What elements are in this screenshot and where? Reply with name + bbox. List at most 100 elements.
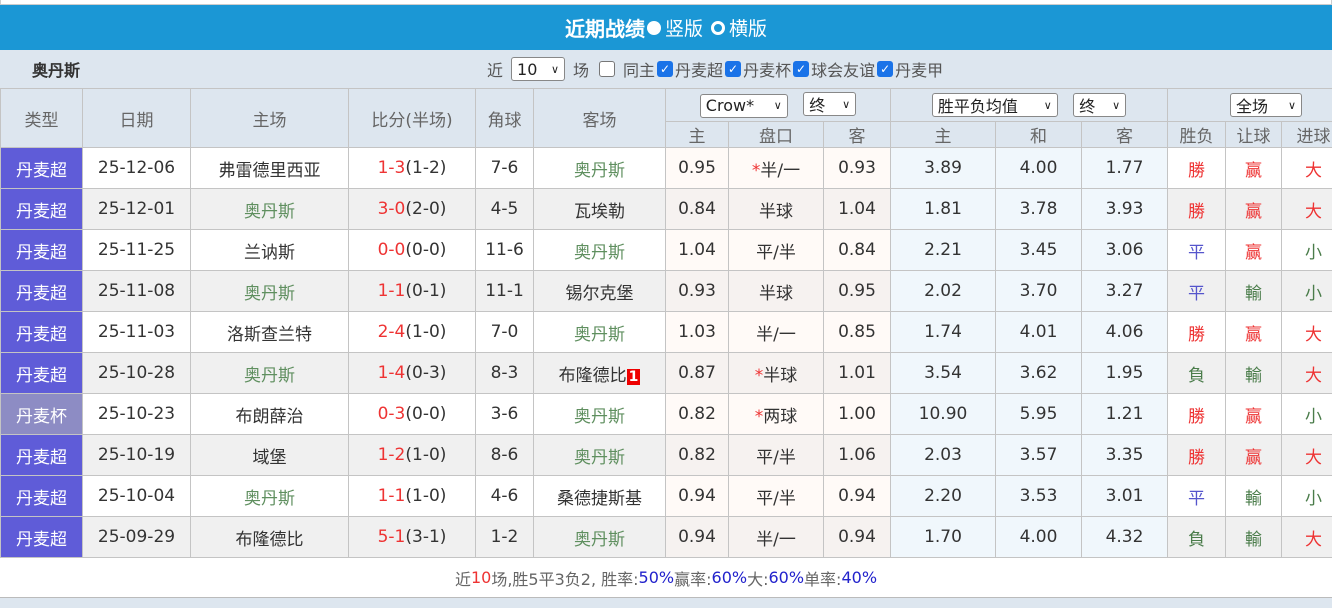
home-team[interactable]: 域堡 (191, 435, 349, 476)
match-score[interactable]: 1-3(1-2) (349, 148, 476, 189)
checkbox-2[interactable]: ✓ (725, 61, 741, 77)
summary-text: 赢率: (674, 566, 711, 590)
league-type[interactable]: 丹麦超 (1, 148, 83, 189)
match-score[interactable]: 1-1(1-0) (349, 476, 476, 517)
handicap-line: 半/一 (729, 312, 824, 353)
away-team[interactable]: 奥丹斯 (534, 312, 666, 353)
checkbox-1[interactable]: ✓ (657, 61, 673, 77)
home-win-odds: 2.20 (891, 476, 996, 517)
odds-stage-select[interactable]: 终∨ (1073, 93, 1126, 117)
match-count-select[interactable]: 10∨ (511, 57, 565, 81)
home-win-odds: 2.02 (891, 271, 996, 312)
home-team[interactable]: 奥丹斯 (191, 476, 349, 517)
away-team[interactable]: 桑德捷斯基 (534, 476, 666, 517)
col-asian-handicap: Crow*∨ 终∨ (666, 89, 891, 122)
home-win-odds: 1.74 (891, 312, 996, 353)
match-score[interactable]: 1-2(1-0) (349, 435, 476, 476)
checkbox-label[interactable]: 球会友谊 (811, 57, 875, 81)
league-type[interactable]: 丹麦超 (1, 353, 83, 394)
handicap-line-value: 平/半 (756, 448, 796, 468)
away-team-name: 瓦埃勒 (574, 202, 625, 222)
summary-text: 大: (747, 566, 768, 590)
subcol-x12-2: 客 (1082, 122, 1168, 148)
handicap-company-select[interactable]: Crow*∨ (700, 94, 788, 118)
league-type[interactable]: 丹麦超 (1, 312, 83, 353)
away-team[interactable]: 奥丹斯 (534, 394, 666, 435)
col-score: 比分(半场) (349, 89, 476, 148)
result-goals: 大 (1282, 517, 1332, 558)
league-type[interactable]: 丹麦超 (1, 230, 83, 271)
radio-vertical[interactable] (647, 21, 661, 35)
handicap-away-odds: 1.00 (824, 394, 891, 435)
league-type[interactable]: 丹麦超 (1, 435, 83, 476)
checkbox-label[interactable]: 丹麦甲 (895, 57, 943, 81)
home-team[interactable]: 兰讷斯 (191, 230, 349, 271)
home-team[interactable]: 洛斯查兰特 (191, 312, 349, 353)
radio-horizontal-label[interactable]: 横版 (729, 14, 767, 41)
away-team[interactable]: 锡尔克堡 (534, 271, 666, 312)
full-time-score: 5-1 (378, 527, 406, 547)
checkbox-3[interactable]: ✓ (793, 61, 809, 77)
handicap-stage-select[interactable]: 终∨ (803, 92, 856, 116)
col-corner: 角球 (476, 89, 534, 148)
summary-text: 场,胜5平3负2, 胜率: (491, 566, 638, 590)
col-away: 客场 (534, 89, 666, 148)
checkbox-label[interactable]: 丹麦杯 (743, 57, 791, 81)
cover-rate: 60% (712, 568, 748, 587)
section-title: 近期战绩 (565, 13, 645, 42)
match-score[interactable]: 3-0(2-0) (349, 189, 476, 230)
home-team[interactable]: 弗雷德里西亚 (191, 148, 349, 189)
handicap-company-value: Crow* (706, 96, 754, 115)
away-team[interactable]: 瓦埃勒 (534, 189, 666, 230)
chevron-down-icon: ∨ (1044, 99, 1052, 112)
handicap-line-value: 半球 (759, 284, 793, 304)
chevron-down-icon: ∨ (1288, 99, 1296, 112)
match-score[interactable]: 1-1(0-1) (349, 271, 476, 312)
full-time-score: 1-2 (378, 445, 406, 465)
home-team[interactable]: 布朗薛治 (191, 394, 349, 435)
radio-vertical-label[interactable]: 竖版 (665, 14, 703, 41)
handicap-line-value: 半/一 (756, 530, 796, 550)
away-team-name: 奥丹斯 (574, 161, 625, 181)
home-team[interactable]: 奥丹斯 (191, 189, 349, 230)
league-type[interactable]: 丹麦超 (1, 517, 83, 558)
away-team[interactable]: 奥丹斯 (534, 435, 666, 476)
league-type[interactable]: 丹麦超 (1, 271, 83, 312)
result-handicap: 輸 (1226, 271, 1282, 312)
match-date: 25-12-06 (83, 148, 191, 189)
match-score[interactable]: 1-4(0-3) (349, 353, 476, 394)
handicap-line: *两球 (729, 394, 824, 435)
match-score[interactable]: 0-3(0-0) (349, 394, 476, 435)
result-handicap: 赢 (1226, 312, 1282, 353)
result-handicap: 輸 (1226, 476, 1282, 517)
checkbox-4[interactable]: ✓ (877, 61, 893, 77)
away-team[interactable]: 奥丹斯 (534, 517, 666, 558)
radio-horizontal[interactable] (711, 21, 725, 35)
league-type[interactable]: 丹麦超 (1, 476, 83, 517)
away-win-odds: 1.77 (1082, 148, 1168, 189)
handicap-home-odds: 0.82 (666, 394, 729, 435)
handicap-line-value: 平/半 (756, 243, 796, 263)
away-team[interactable]: 奥丹斯 (534, 148, 666, 189)
odds-type-select[interactable]: 胜平负均值∨ (932, 93, 1058, 117)
away-team-name: 桑德捷斯基 (557, 489, 642, 509)
match-score[interactable]: 5-1(3-1) (349, 517, 476, 558)
league-type[interactable]: 丹麦超 (1, 189, 83, 230)
home-team[interactable]: 奥丹斯 (191, 271, 349, 312)
away-team[interactable]: 奥丹斯 (534, 230, 666, 271)
match-score[interactable]: 0-0(0-0) (349, 230, 476, 271)
match-score[interactable]: 2-4(1-0) (349, 312, 476, 353)
corner-score: 4-6 (476, 476, 534, 517)
league-type[interactable]: 丹麦杯 (1, 394, 83, 435)
checkbox-label[interactable]: 丹麦超 (675, 57, 723, 81)
checkbox-0[interactable] (599, 61, 615, 77)
draw-odds: 4.00 (996, 148, 1082, 189)
result-scope-select[interactable]: 全场∨ (1230, 93, 1302, 117)
home-team[interactable]: 奥丹斯 (191, 353, 349, 394)
home-team[interactable]: 布隆德比 (191, 517, 349, 558)
checkbox-label[interactable]: 同主 (623, 57, 655, 81)
